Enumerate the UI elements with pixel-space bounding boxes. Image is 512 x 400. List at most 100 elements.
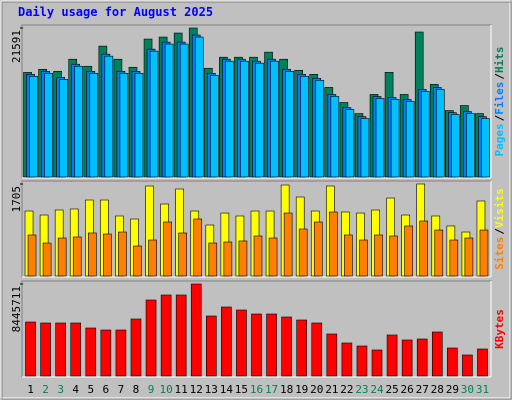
bar xyxy=(238,240,248,277)
bar xyxy=(115,329,127,377)
x-tick-label: 8 xyxy=(133,383,140,396)
bar xyxy=(40,322,51,377)
x-tick-label: 19 xyxy=(295,383,308,396)
bar xyxy=(208,242,218,277)
bar xyxy=(466,113,475,178)
x-tick-label: 14 xyxy=(220,383,234,396)
legend: KBytes xyxy=(493,309,506,349)
x-tick-label: 9 xyxy=(148,383,155,396)
bar xyxy=(341,342,353,377)
x-tick-label: 11 xyxy=(175,383,188,396)
legend-separator: / xyxy=(493,73,506,80)
bar xyxy=(311,322,323,377)
bar xyxy=(315,80,325,178)
bar xyxy=(296,319,307,377)
legend: Pages/Files/Hits xyxy=(493,47,506,157)
x-tick-label: 23 xyxy=(355,383,368,396)
bar xyxy=(194,36,204,178)
bar xyxy=(386,334,398,377)
bar xyxy=(375,98,385,178)
bar xyxy=(419,220,429,277)
bar xyxy=(221,306,232,377)
y-tick-label: 21591 xyxy=(10,30,23,63)
bar xyxy=(300,76,309,178)
bar xyxy=(359,239,368,277)
x-tick-label: 29 xyxy=(446,383,459,396)
bar xyxy=(163,221,172,277)
x-tick-label: 20 xyxy=(310,383,323,396)
x-tick-label: 24 xyxy=(370,383,384,396)
bar xyxy=(118,231,127,277)
x-tick-label: 7 xyxy=(118,383,125,396)
bar xyxy=(464,237,474,277)
x-tick-label: 5 xyxy=(87,383,94,396)
bar xyxy=(283,212,293,277)
bar xyxy=(133,245,142,277)
bar xyxy=(416,338,428,377)
bar xyxy=(160,294,172,377)
bar xyxy=(190,283,202,377)
bar xyxy=(149,50,159,178)
legend-entry: Visits xyxy=(493,188,506,228)
legend-entry: Hits xyxy=(493,47,506,74)
bar xyxy=(268,237,278,277)
bar xyxy=(72,236,82,277)
legend-entry: Files xyxy=(493,82,506,115)
bar xyxy=(29,76,38,178)
bar xyxy=(360,118,370,178)
x-tick-label: 16 xyxy=(250,383,263,396)
bar xyxy=(451,114,460,178)
x-tick-label: 18 xyxy=(280,383,293,396)
bar xyxy=(371,349,383,377)
bar xyxy=(27,234,37,277)
bar xyxy=(345,109,355,178)
bar xyxy=(344,234,353,277)
bar xyxy=(329,211,338,277)
legend-separator: / xyxy=(493,228,506,235)
bar xyxy=(449,239,459,277)
bar xyxy=(179,43,189,178)
bar xyxy=(25,321,36,377)
x-tick-label: 2 xyxy=(42,383,49,396)
bar xyxy=(390,99,400,178)
bar xyxy=(435,89,445,178)
bar xyxy=(100,329,112,377)
bar xyxy=(479,229,489,277)
legend-entry: Pages xyxy=(493,123,506,156)
legend: Sites /Visits xyxy=(493,188,506,270)
bar xyxy=(223,241,233,277)
chart-title: Daily usage for August 2025 xyxy=(18,5,213,19)
x-tick-label: 6 xyxy=(103,383,110,396)
x-tick-label: 15 xyxy=(235,383,248,396)
bar xyxy=(206,315,217,377)
bar xyxy=(87,232,97,277)
bar xyxy=(55,322,66,377)
bar xyxy=(374,234,383,277)
bar xyxy=(164,43,174,178)
x-tick-label: 31 xyxy=(476,383,489,396)
bar xyxy=(313,221,323,277)
bar xyxy=(148,239,157,277)
bar xyxy=(103,233,112,277)
bar xyxy=(404,225,413,277)
legend-entry: KBytes xyxy=(493,309,506,349)
bar xyxy=(431,331,443,377)
x-tick-label: 13 xyxy=(205,383,218,396)
x-tick-label: 27 xyxy=(416,383,429,396)
x-tick-label: 12 xyxy=(190,383,203,396)
bar xyxy=(210,74,219,178)
bar xyxy=(401,339,413,377)
bar xyxy=(434,229,444,277)
bar xyxy=(462,354,473,377)
bar xyxy=(119,72,129,178)
bar xyxy=(253,235,263,277)
y-tick-label: 1705 xyxy=(10,186,23,213)
bar xyxy=(326,333,338,377)
bar xyxy=(447,347,458,377)
bar xyxy=(356,345,368,377)
bar xyxy=(57,237,67,277)
x-tick-label: 1 xyxy=(27,383,34,396)
bar xyxy=(193,218,203,277)
